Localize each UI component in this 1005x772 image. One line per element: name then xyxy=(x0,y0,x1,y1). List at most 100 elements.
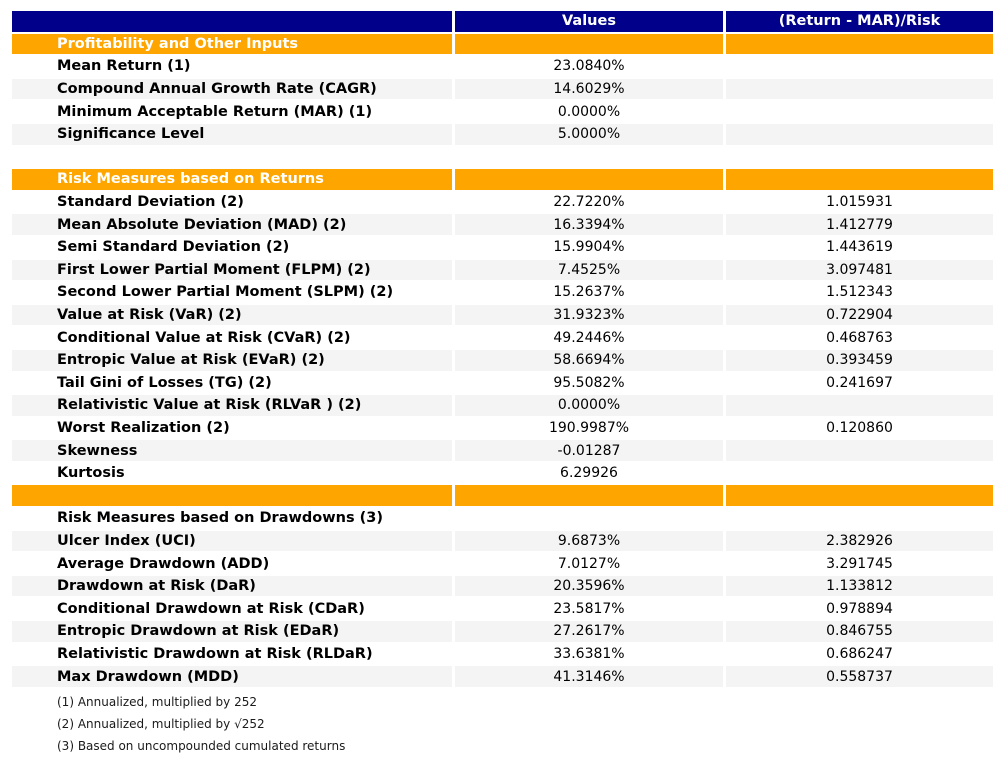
value-cell: 95.5082% xyxy=(553,374,625,391)
metric-label-cell: Profitability and Other Inputs xyxy=(12,33,452,55)
metric-label-cell: Mean Return (1) xyxy=(57,58,191,75)
table-row: Kurtosis 6.29926 xyxy=(12,463,993,484)
metric-label-cell: Relativistic Value at Risk (RLVaR ) (2) xyxy=(12,395,452,416)
column-header-return-mar-risk: (Return - MAR)/Risk xyxy=(726,11,993,32)
table-row: Conditional Value at Risk (CVaR) (2) 49.2… xyxy=(12,327,993,348)
table-row: Worst Realization (2) 190.9987% 0.120860 xyxy=(12,418,993,439)
value-cell: -0.01287 xyxy=(455,440,723,461)
column-header-values: Values xyxy=(455,11,723,32)
metric-label-cell: Ulcer Index (UCI) xyxy=(12,530,452,552)
value-cell: 5.0000% xyxy=(455,123,723,145)
table-row: Standard Deviation (2) 22.7220% 1.015931 xyxy=(12,192,993,213)
column-header-metric xyxy=(12,11,452,32)
metric-label-cell: Max Drawdown (MDD) xyxy=(12,666,452,687)
ratio-cell: 0.120860 xyxy=(826,419,893,436)
table-body: Profitability and Other Inputs Mean Retur… xyxy=(12,33,993,687)
metric-label-cell: Value at Risk (VaR) (2) xyxy=(12,304,452,326)
metric-label-cell: Risk Measures based on Drawdowns (3) xyxy=(57,510,383,527)
ratio-cell: 0.978894 xyxy=(826,600,893,617)
ratio-cell xyxy=(726,485,993,507)
ratio-cell xyxy=(726,440,993,461)
ratio-cell xyxy=(726,78,993,100)
ratio-cell xyxy=(726,169,993,190)
table-row: Drawdown at Risk (DaR) 20.3596% 1.133812 xyxy=(12,575,993,597)
ratio-cell: 2.382926 xyxy=(726,530,993,552)
ratio-cell: 0.393459 xyxy=(726,349,993,371)
value-cell: 15.9904% xyxy=(553,239,625,256)
ratio-cell: 1.412779 xyxy=(726,214,993,235)
subsection-title-row: Risk Measures based on Drawdowns (3) xyxy=(12,508,993,529)
metric-label-cell: Mean Absolute Deviation (MAD) (2) xyxy=(12,214,452,235)
ratio-cell xyxy=(726,123,993,145)
table-row: Entropic Value at Risk (EVaR) (2) 58.6694… xyxy=(12,349,993,371)
value-cell: 7.4525% xyxy=(455,259,723,281)
table-row: Average Drawdown (ADD) 7.0127% 3.291745 xyxy=(12,553,993,574)
metric-label-cell xyxy=(12,485,452,507)
table-row: Mean Return (1) 23.0840% xyxy=(12,56,993,77)
value-cell: 41.3146% xyxy=(455,666,723,687)
section-header-row: Risk Measures based on Returns xyxy=(12,169,993,190)
value-cell: 6.29926 xyxy=(560,465,618,482)
section-divider-row xyxy=(12,485,993,507)
value-cell: 9.6873% xyxy=(455,530,723,552)
value-cell: 0.0000% xyxy=(557,103,621,120)
ratio-cell xyxy=(726,395,993,416)
table-row: Mean Absolute Deviation (MAD) (2) 16.3394… xyxy=(12,214,993,235)
ratio-cell: 3.291745 xyxy=(826,555,893,572)
ratio-cell: 0.558737 xyxy=(726,666,993,687)
ratio-cell: 1.512343 xyxy=(826,284,893,301)
ratio-cell xyxy=(726,147,993,168)
metric-label-cell: Conditional Value at Risk (CVaR) (2) xyxy=(57,329,351,346)
footnote-1: (1) Annualized, multiplied by 252 xyxy=(57,695,257,709)
value-cell xyxy=(455,147,723,168)
metric-label-cell: Second Lower Partial Moment (SLPM) (2) xyxy=(57,284,394,301)
value-cell: 23.5817% xyxy=(553,600,625,617)
metric-label-cell: Relativistic Drawdown at Risk (RLDaR) xyxy=(57,645,373,662)
table-row: Ulcer Index (UCI) 9.6873% 2.382926 xyxy=(12,530,993,552)
ratio-cell: 3.097481 xyxy=(726,259,993,281)
footnote-2: (2) Annualized, multiplied by √252 xyxy=(57,717,265,731)
metric-label-cell: Compound Annual Growth Rate (CAGR) xyxy=(12,78,452,100)
ratio-cell xyxy=(726,56,993,77)
metric-label-cell: Standard Deviation (2) xyxy=(57,194,244,211)
ratio-cell: 0.846755 xyxy=(726,621,993,642)
table-row: Relativistic Drawdown at Risk (RLDaR) 33.… xyxy=(12,644,993,665)
section-header-row: Profitability and Other Inputs xyxy=(12,33,993,55)
value-cell: 49.2446% xyxy=(553,329,625,346)
metric-label-cell: Significance Level xyxy=(12,123,452,145)
table-row: Compound Annual Growth Rate (CAGR) 14.602… xyxy=(12,78,993,100)
table-row: Conditional Drawdown at Risk (CDaR) 23.58… xyxy=(12,598,993,619)
table-row: Second Lower Partial Moment (SLPM) (2) 15… xyxy=(12,282,993,303)
ratio-cell: 0.468763 xyxy=(826,329,893,346)
ratio-cell: 0.686247 xyxy=(826,645,893,662)
metric-label-cell xyxy=(12,147,452,168)
table-row: Minimum Acceptable Return (MAR) (1) 0.000… xyxy=(12,101,993,122)
table-row: First Lower Partial Moment (FLPM) (2) 7.4… xyxy=(12,259,993,281)
table-row: Significance Level 5.0000% xyxy=(12,123,993,145)
metric-label-cell: Worst Realization (2) xyxy=(57,419,230,436)
ratio-cell xyxy=(726,508,993,529)
value-cell: 58.6694% xyxy=(455,349,723,371)
value-cell: 14.6029% xyxy=(455,78,723,100)
table-row: Max Drawdown (MDD) 41.3146% 0.558737 xyxy=(12,666,993,687)
value-cell: 7.0127% xyxy=(557,555,621,572)
value-cell: 22.7220% xyxy=(553,194,625,211)
footnote-3: (3) Based on uncompounded cumulated retu… xyxy=(57,739,346,753)
value-cell xyxy=(455,485,723,507)
value-cell: 190.9987% xyxy=(548,419,630,436)
blank-row xyxy=(12,147,993,168)
footnotes: (1) Annualized, multiplied by 252 (2) An… xyxy=(57,691,345,757)
value-cell: 16.3394% xyxy=(455,214,723,235)
metric-label-cell: Entropic Value at Risk (EVaR) (2) xyxy=(12,349,452,371)
ratio-cell xyxy=(726,101,993,122)
value-cell: 27.2617% xyxy=(455,621,723,642)
metric-label-cell: Conditional Drawdown at Risk (CDaR) xyxy=(57,600,365,617)
metric-label-cell: Skewness xyxy=(12,440,452,461)
metric-label-cell: First Lower Partial Moment (FLPM) (2) xyxy=(12,259,452,281)
ratio-cell: 1.443619 xyxy=(826,239,893,256)
ratio-cell xyxy=(726,463,993,484)
metric-label-cell: Risk Measures based on Returns xyxy=(12,169,452,190)
ratio-cell xyxy=(726,33,993,55)
ratio-cell: 1.015931 xyxy=(826,194,893,211)
table-row: Relativistic Value at Risk (RLVaR ) (2) 0… xyxy=(12,395,993,416)
